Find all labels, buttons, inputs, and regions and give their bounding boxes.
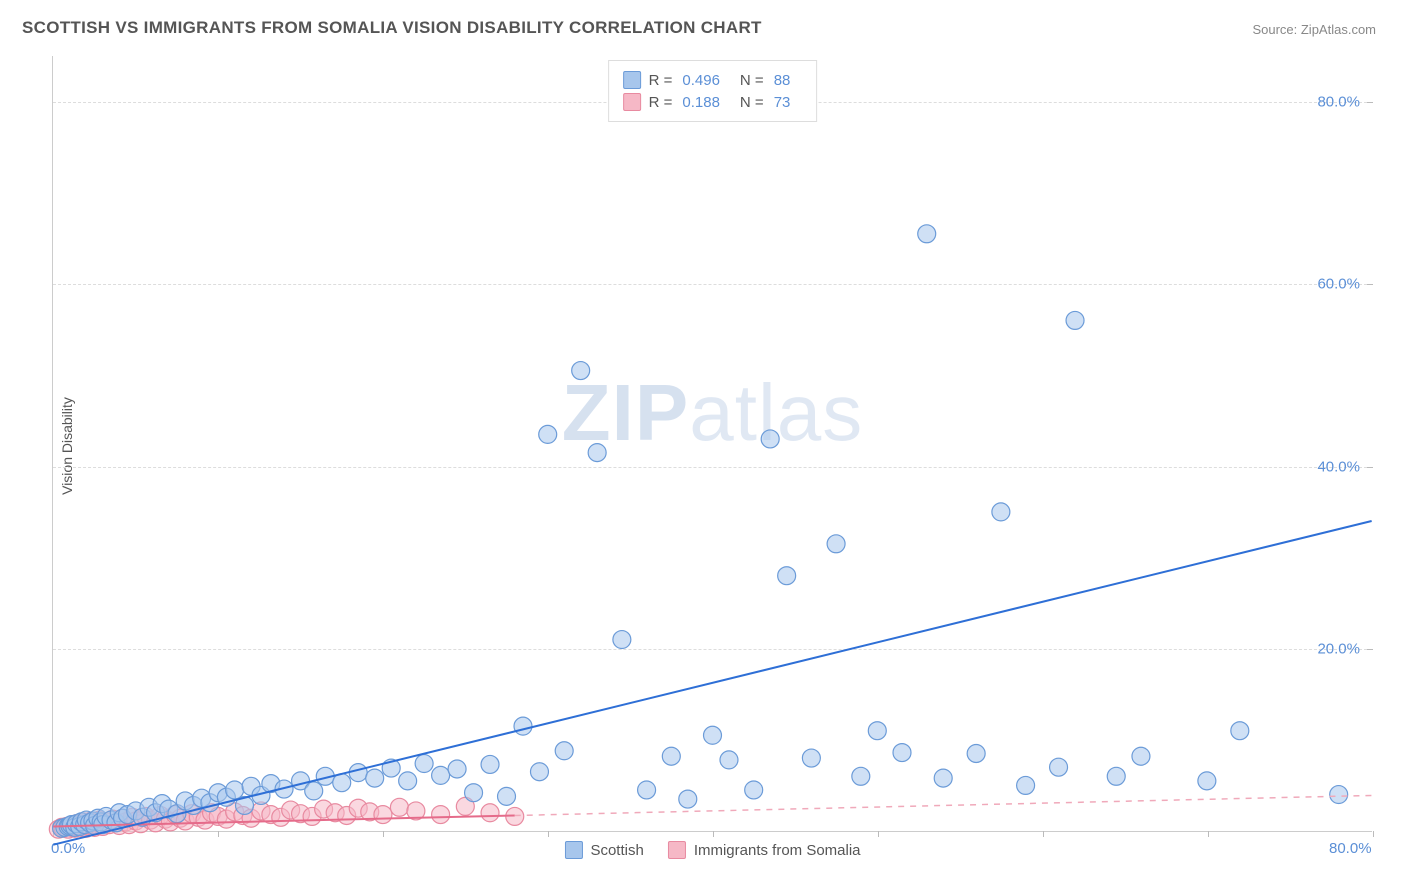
scatter-point [1066,311,1084,329]
scatter-point [498,787,516,805]
scatter-point [745,781,763,799]
legend-r-value-1: 0.496 [682,72,720,89]
legend-r-value-2: 0.188 [682,94,720,111]
legend-bottom-swatch-1 [564,841,582,859]
legend-n-value-1: 88 [774,72,791,89]
scatter-point [1198,772,1216,790]
x-tick-label: 80.0% [1329,840,1372,857]
scatter-point [305,782,323,800]
scatter-point [539,425,557,443]
scatter-point [720,751,738,769]
trend-line [53,521,1371,845]
scatter-point [992,503,1010,521]
scatter-point [465,784,483,802]
scatter-point [918,225,936,243]
legend-row-1: R = 0.496 N = 88 [623,69,803,91]
x-tick-mark [713,831,714,837]
scatter-point [366,769,384,787]
legend-n-value-2: 73 [774,94,791,111]
scatter-point [481,804,499,822]
scatter-point [1107,767,1125,785]
scatter-point [967,745,985,763]
x-tick-mark [218,831,219,837]
legend-bottom-swatch-2 [668,841,686,859]
scatter-point [349,764,367,782]
chart-title: SCOTTISH VS IMMIGRANTS FROM SOMALIA VISI… [22,18,762,38]
scatter-point [390,798,408,816]
scatter-point [613,631,631,649]
scatter-point [374,806,392,824]
legend-bottom-label-1: Scottish [590,842,643,859]
legend-n-label-2: N = [740,94,764,111]
scatter-point [399,772,417,790]
scatter-point [802,749,820,767]
legend-n-label-1: N = [740,72,764,89]
legend-bottom-item-1: Scottish [564,841,643,859]
legend-top: R = 0.496 N = 88 R = 0.188 N = 73 [608,60,818,122]
scatter-point [868,722,886,740]
source-label: Source: ZipAtlas.com [1252,22,1376,37]
scatter-point [704,726,722,744]
scatter-point [778,567,796,585]
scatter-point [448,760,466,778]
scatter-point [1050,758,1068,776]
scatter-point [1231,722,1249,740]
scatter-point [827,535,845,553]
x-tick-mark [548,831,549,837]
scatter-point [415,755,433,773]
legend-bottom-item-2: Immigrants from Somalia [668,841,861,859]
scatter-point [934,769,952,787]
legend-swatch-2 [623,93,641,111]
plot-area: ZIPatlas 20.0%40.0%60.0%80.0%0.0%80.0% R… [52,56,1372,832]
scatter-point [852,767,870,785]
scatter-point [638,781,656,799]
scatter-point [1132,747,1150,765]
x-tick-mark [1208,831,1209,837]
legend-swatch-1 [623,71,641,89]
x-tick-mark [1373,831,1374,837]
legend-r-label-2: R = [649,94,673,111]
scatter-point [555,742,573,760]
scatter-point [679,790,697,808]
x-tick-mark [383,831,384,837]
scatter-point [481,755,499,773]
scatter-point [662,747,680,765]
scatter-point [226,781,244,799]
legend-bottom-label-2: Immigrants from Somalia [694,842,861,859]
legend-row-2: R = 0.188 N = 73 [623,91,803,113]
chart-svg [53,56,1372,831]
scatter-point [588,444,606,462]
scatter-point [514,717,532,735]
legend-bottom: Scottish Immigrants from Somalia [564,841,860,859]
scatter-point [1017,776,1035,794]
scatter-point [893,744,911,762]
scatter-point [761,430,779,448]
scatter-point [432,806,450,824]
scatter-point [1330,786,1348,804]
legend-r-label-1: R = [649,72,673,89]
x-tick-mark [878,831,879,837]
scatter-point [432,766,450,784]
scatter-point [530,763,548,781]
x-tick-mark [1043,831,1044,837]
scatter-point [572,362,590,380]
x-tick-label: 0.0% [51,840,85,857]
